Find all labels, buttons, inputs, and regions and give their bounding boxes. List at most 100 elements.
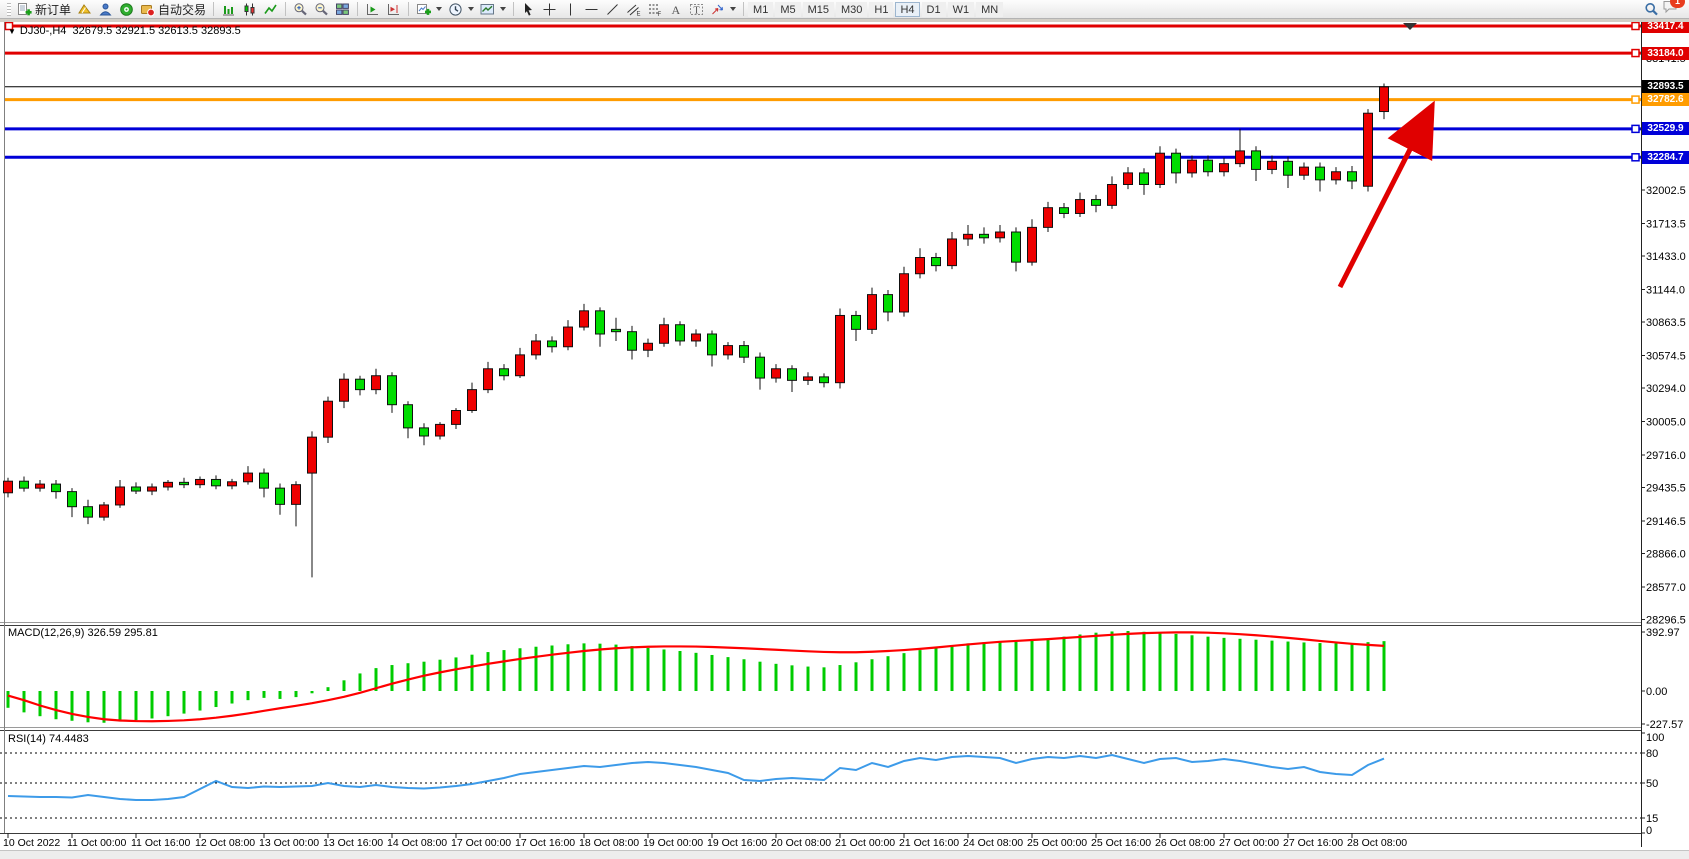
candle-body [339, 378, 349, 402]
time-tick-label: 19 Oct 16:00 [707, 837, 767, 849]
new-chart-button[interactable] [413, 1, 445, 18]
candle-body [915, 257, 925, 275]
price-tick-label: 30005.0 [1646, 417, 1686, 429]
timeframe-button-w1[interactable]: W1 [947, 1, 975, 17]
time-tick-label: 17 Oct 00:00 [451, 837, 511, 849]
candle-body [803, 376, 813, 381]
price-tick-label: 31144.0 [1646, 284, 1685, 296]
candle-body [1251, 150, 1261, 170]
time-tick-label: 26 Oct 08:00 [1155, 837, 1215, 849]
rsi-indicator-label: RSI(14) 74.4483 [8, 733, 89, 745]
chart-annotations[interactable] [4, 21, 1641, 289]
toolbar-separator [213, 2, 215, 16]
horizontal-level-lines[interactable] [5, 24, 1641, 159]
line-handle[interactable] [1631, 95, 1640, 104]
candle-body [1075, 199, 1085, 214]
tile-windows-button[interactable] [332, 1, 353, 18]
zoom-in-button[interactable] [290, 1, 311, 18]
trend-arrow[interactable] [1337, 100, 1435, 289]
line-chart-icon [263, 2, 278, 17]
new-order-label: 新订单 [35, 2, 72, 17]
time-tick-label: 21 Oct 16:00 [899, 837, 959, 849]
candle-body [595, 310, 605, 335]
timeframe-button-mn[interactable]: MN [976, 1, 1004, 17]
line-chart-button[interactable] [260, 1, 281, 18]
timeframe-button-d1[interactable]: D1 [921, 1, 946, 17]
metaeditor-icon [77, 2, 92, 17]
rsi-tick-label: 15 [1646, 813, 1658, 825]
timeframe-button-h1[interactable]: H1 [869, 1, 894, 17]
price-tick-label: 31433.0 [1646, 251, 1686, 263]
line-handle[interactable] [4, 21, 14, 31]
horizontal-line-button[interactable] [581, 1, 602, 18]
auto-scroll-button[interactable] [362, 1, 383, 18]
candle-body [723, 345, 733, 356]
line-handle[interactable] [1631, 124, 1640, 134]
collapse-arrow-icon[interactable]: ▼ [8, 27, 16, 36]
cursor-icon [521, 2, 536, 17]
candle-body [883, 294, 893, 313]
text-label-button[interactable]: T [686, 1, 707, 18]
candle-body [323, 400, 333, 438]
candle-body [979, 233, 989, 239]
candle-body [1235, 150, 1245, 165]
autotrading-button[interactable]: 自动交易 [137, 1, 209, 18]
new-order-button[interactable]: 新订单 [14, 1, 74, 18]
candle-body [1331, 171, 1341, 181]
toolbar-grip[interactable] [7, 2, 11, 16]
crosshair-button[interactable] [539, 1, 560, 18]
timeframe-button-h4[interactable]: H4 [895, 1, 920, 17]
timeframe-button-m5[interactable]: M5 [775, 1, 801, 17]
vertical-line-icon [563, 2, 578, 17]
signals-button[interactable] [116, 1, 137, 18]
line-handle[interactable] [1631, 153, 1640, 162]
arrows-button[interactable] [707, 1, 739, 18]
candle-body [835, 314, 845, 384]
axes[interactable]: 33141.532002.531713.531433.031144.030863… [3, 53, 1686, 849]
text-button[interactable]: A [665, 1, 686, 18]
experts-button[interactable] [95, 1, 116, 18]
dropdown-caret-icon [436, 7, 443, 11]
ohlc-readout: 32679.5 32921.5 32613.5 32893.5 [72, 25, 241, 37]
fibonacci-button[interactable]: F [644, 1, 665, 18]
search-button[interactable] [1641, 1, 1662, 18]
line-handle[interactable] [1631, 21, 1640, 31]
chart-shift-button[interactable] [383, 1, 404, 18]
chart-title: ▼ DJ30-,H4 32679.5 32921.5 32613.5 32893.… [8, 25, 241, 37]
candle-body [1123, 172, 1133, 185]
time-tick-label: 27 Oct 16:00 [1283, 837, 1343, 849]
time-tick-label: 25 Oct 16:00 [1091, 837, 1151, 849]
timeframe-button-m1[interactable]: M1 [748, 1, 774, 17]
candle-body [851, 314, 861, 330]
timeframe-button-m30[interactable]: M30 [836, 1, 868, 17]
rsi-tick-label: 80 [1646, 748, 1658, 760]
toolbar-separator [513, 2, 515, 16]
tile-windows-icon [335, 2, 350, 17]
vertical-line-button[interactable] [560, 1, 581, 18]
symbol-period-label: DJ30-,H4 [19, 25, 67, 37]
autotrading-label: 自动交易 [158, 2, 207, 17]
templates-button[interactable] [477, 1, 509, 18]
candle-body [1043, 207, 1053, 228]
line-handle[interactable] [1631, 48, 1640, 58]
candle-body [739, 345, 749, 358]
timeframe-button-m15[interactable]: M15 [802, 1, 834, 17]
zoom-out-button[interactable] [311, 1, 332, 18]
cursor-button[interactable] [518, 1, 539, 18]
candle-body [227, 481, 237, 487]
candle-chart-button[interactable] [239, 1, 260, 18]
trendline-button[interactable] [602, 1, 623, 18]
candle-body [1315, 166, 1325, 181]
candle-body [1283, 160, 1293, 176]
notifications-button[interactable]: 1 [1662, 0, 1685, 19]
bar-chart-button[interactable] [218, 1, 239, 18]
periods-button[interactable] [445, 1, 477, 18]
channel-button[interactable]: E [623, 1, 644, 18]
candle-body [51, 483, 61, 493]
metaeditor-button[interactable] [74, 1, 95, 18]
arrows-icon [710, 2, 725, 17]
candle-body [19, 480, 29, 489]
candle-body [787, 368, 797, 381]
candle-body [1091, 199, 1101, 206]
